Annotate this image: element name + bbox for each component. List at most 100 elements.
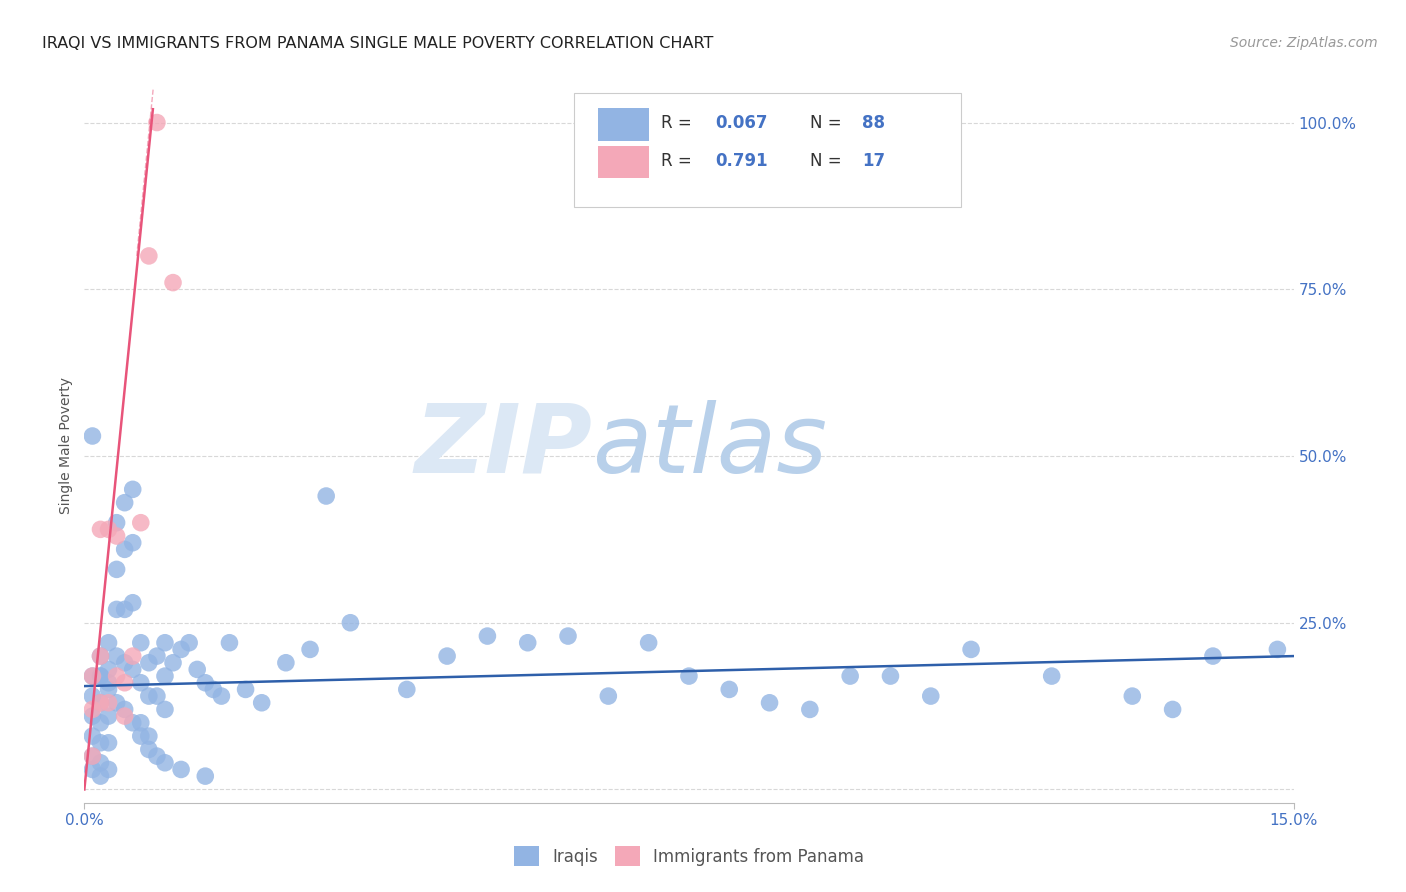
Point xyxy=(138,249,160,263)
Point xyxy=(146,649,169,664)
Point xyxy=(105,562,128,576)
Point xyxy=(758,696,780,710)
Point xyxy=(1202,649,1225,664)
Point xyxy=(146,689,169,703)
Point xyxy=(274,656,297,670)
Text: 17: 17 xyxy=(862,152,884,169)
Point xyxy=(82,689,104,703)
Point xyxy=(82,702,104,716)
Point xyxy=(82,749,104,764)
Text: Source: ZipAtlas.com: Source: ZipAtlas.com xyxy=(1230,36,1378,50)
Point xyxy=(839,669,862,683)
FancyBboxPatch shape xyxy=(599,145,650,178)
Point xyxy=(105,529,128,543)
Point xyxy=(89,669,111,683)
Point xyxy=(299,642,322,657)
Point xyxy=(146,749,169,764)
Point xyxy=(138,689,160,703)
Point xyxy=(89,715,111,730)
Point xyxy=(179,636,201,650)
Text: R =: R = xyxy=(661,114,697,132)
Point xyxy=(436,649,458,664)
Point xyxy=(89,649,111,664)
Legend: Iraqis, Immigrants from Panama: Iraqis, Immigrants from Panama xyxy=(508,839,870,873)
Point xyxy=(557,629,579,643)
Point xyxy=(105,516,128,530)
Point xyxy=(82,669,104,683)
Point xyxy=(114,496,136,510)
Point xyxy=(1121,689,1143,703)
Point xyxy=(121,715,143,730)
Point xyxy=(105,649,128,664)
Point xyxy=(170,763,193,777)
Point xyxy=(637,636,659,650)
FancyBboxPatch shape xyxy=(574,93,962,207)
Point xyxy=(89,696,111,710)
Point xyxy=(138,742,160,756)
Point xyxy=(170,642,193,657)
Point xyxy=(97,763,120,777)
Point xyxy=(339,615,361,630)
Point xyxy=(129,516,152,530)
Point xyxy=(162,656,184,670)
Point xyxy=(186,662,208,676)
Text: R =: R = xyxy=(661,152,697,169)
Point xyxy=(114,709,136,723)
Point xyxy=(1040,669,1063,683)
Text: N =: N = xyxy=(810,114,846,132)
Point xyxy=(153,756,176,770)
Point xyxy=(121,535,143,549)
Point xyxy=(89,769,111,783)
Point xyxy=(138,729,160,743)
Point xyxy=(194,769,217,783)
Point xyxy=(718,682,741,697)
Point xyxy=(1161,702,1184,716)
Point xyxy=(395,682,418,697)
Point xyxy=(89,522,111,536)
Point xyxy=(97,522,120,536)
Point xyxy=(250,696,273,710)
Point xyxy=(97,709,120,723)
Point xyxy=(89,669,111,683)
Point xyxy=(89,696,111,710)
Point xyxy=(82,763,104,777)
Point xyxy=(146,115,169,129)
Point xyxy=(114,602,136,616)
Text: ZIP: ZIP xyxy=(415,400,592,492)
Point xyxy=(202,682,225,697)
Point xyxy=(97,696,120,710)
Point xyxy=(218,636,240,650)
Text: 0.791: 0.791 xyxy=(716,152,768,169)
Text: 88: 88 xyxy=(862,114,884,132)
Point xyxy=(89,756,111,770)
Point xyxy=(114,656,136,670)
Point xyxy=(129,715,152,730)
Point xyxy=(114,702,136,716)
Point xyxy=(121,483,143,497)
Point xyxy=(799,702,821,716)
Point xyxy=(598,689,620,703)
Point xyxy=(516,636,538,650)
Text: N =: N = xyxy=(810,152,846,169)
Point xyxy=(194,675,217,690)
Point xyxy=(153,669,176,683)
Point xyxy=(129,636,152,650)
Point xyxy=(153,636,176,650)
Point xyxy=(97,682,120,697)
Point xyxy=(82,729,104,743)
Point xyxy=(153,702,176,716)
Text: atlas: atlas xyxy=(592,400,827,492)
Point xyxy=(315,489,337,503)
Point xyxy=(114,542,136,557)
Point xyxy=(960,642,983,657)
Point xyxy=(105,669,128,683)
Point xyxy=(89,649,111,664)
Point xyxy=(97,662,120,676)
Point xyxy=(121,662,143,676)
FancyBboxPatch shape xyxy=(599,108,650,141)
Text: 0.067: 0.067 xyxy=(716,114,768,132)
Point xyxy=(1267,642,1289,657)
Point xyxy=(82,429,104,443)
Point xyxy=(82,709,104,723)
Point xyxy=(89,736,111,750)
